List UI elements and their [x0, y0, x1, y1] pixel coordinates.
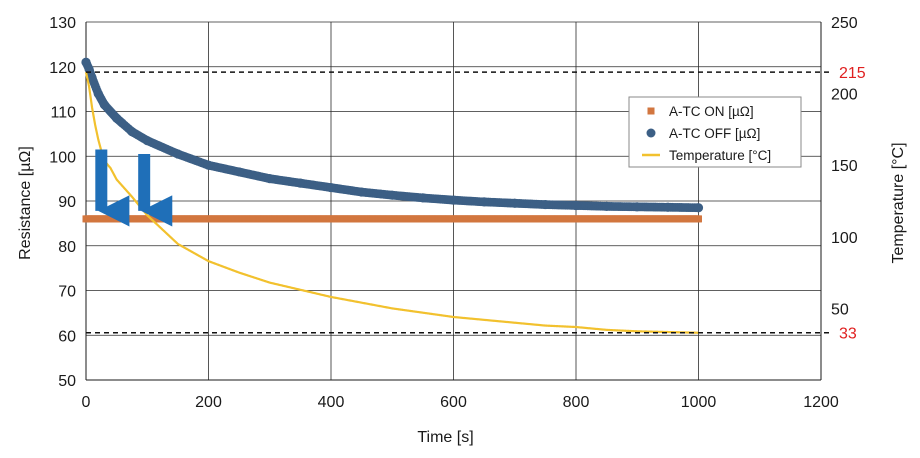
off-data-point — [357, 187, 367, 197]
reference-label-215: 215 — [839, 65, 866, 82]
off-data-point — [234, 167, 244, 177]
legend-label: Temperature [°C] — [669, 148, 771, 163]
y-tick-label-60: 60 — [58, 328, 76, 345]
off-data-point — [173, 149, 183, 159]
x-tick-label-400: 400 — [318, 394, 345, 411]
off-data-point — [510, 198, 520, 208]
x-tick-label-1000: 1000 — [681, 394, 717, 411]
series-0 — [82, 215, 702, 223]
reference-label-33: 33 — [839, 326, 857, 343]
legend-square-marker — [647, 107, 655, 115]
x-tick-label-800: 800 — [563, 394, 590, 411]
off-data-point — [663, 202, 673, 212]
y-tick-label-70: 70 — [58, 284, 76, 301]
y2-tick-label-200: 200 — [831, 87, 858, 104]
x-axis-title: Time [s] — [417, 429, 473, 446]
on-marker — [695, 215, 702, 223]
off-data-point — [632, 202, 642, 212]
off-data-point — [418, 193, 428, 203]
series-2 — [84, 71, 699, 334]
off-data-point — [571, 200, 581, 211]
off-data-point — [326, 182, 336, 193]
off-data-point — [84, 64, 94, 74]
y-tick-label-100: 100 — [49, 149, 76, 166]
legend-circle-marker — [646, 128, 656, 138]
off-data-point — [87, 73, 97, 83]
off-data-point — [387, 190, 397, 200]
off-data-point — [112, 113, 122, 123]
y2-tick-label-100: 100 — [831, 230, 858, 247]
legend-label: A-TC ON [µΩ] — [669, 104, 754, 119]
y-tick-label-120: 120 — [49, 60, 76, 77]
off-data-point — [479, 197, 489, 207]
off-data-point — [203, 160, 214, 170]
y-tick-label-130: 130 — [49, 15, 76, 32]
temperature-line — [84, 71, 699, 334]
y2-axis-title: Temperature [°C] — [890, 142, 907, 263]
y2-tick-label-150: 150 — [831, 158, 858, 175]
y-axis-title: Resistance [µΩ] — [17, 146, 34, 260]
legend-label: A-TC OFF [µΩ] — [669, 126, 760, 141]
y-tick-label-50: 50 — [58, 373, 76, 390]
y-tick-label-80: 80 — [58, 239, 76, 256]
off-data-point — [265, 174, 275, 184]
off-data-point — [142, 135, 152, 146]
x-tick-label-600: 600 — [440, 394, 467, 411]
y-tick-label-90: 90 — [58, 194, 76, 211]
x-tick-label-0: 0 — [82, 394, 91, 411]
y2-tick-label-250: 250 — [831, 15, 858, 32]
off-data-point — [448, 195, 459, 205]
off-data-point — [93, 89, 103, 99]
legend-item-0: A-TC ON [µΩ] — [647, 104, 754, 119]
x-tick-label-200: 200 — [195, 394, 222, 411]
off-data-point — [693, 203, 704, 213]
off-data-point — [99, 100, 109, 110]
off-data-point — [540, 199, 550, 210]
off-data-point — [602, 201, 612, 211]
legend-item-2: Temperature [°C] — [642, 148, 771, 163]
x-tick-label-1200: 1200 — [803, 394, 839, 411]
series-1 — [81, 57, 704, 213]
y-tick-label-110: 110 — [50, 105, 76, 122]
legend-item-1: A-TC OFF [µΩ] — [646, 126, 760, 141]
off-data-point — [295, 178, 305, 188]
off-data-point — [127, 127, 137, 137]
y2-tick-label-50: 50 — [831, 301, 849, 318]
